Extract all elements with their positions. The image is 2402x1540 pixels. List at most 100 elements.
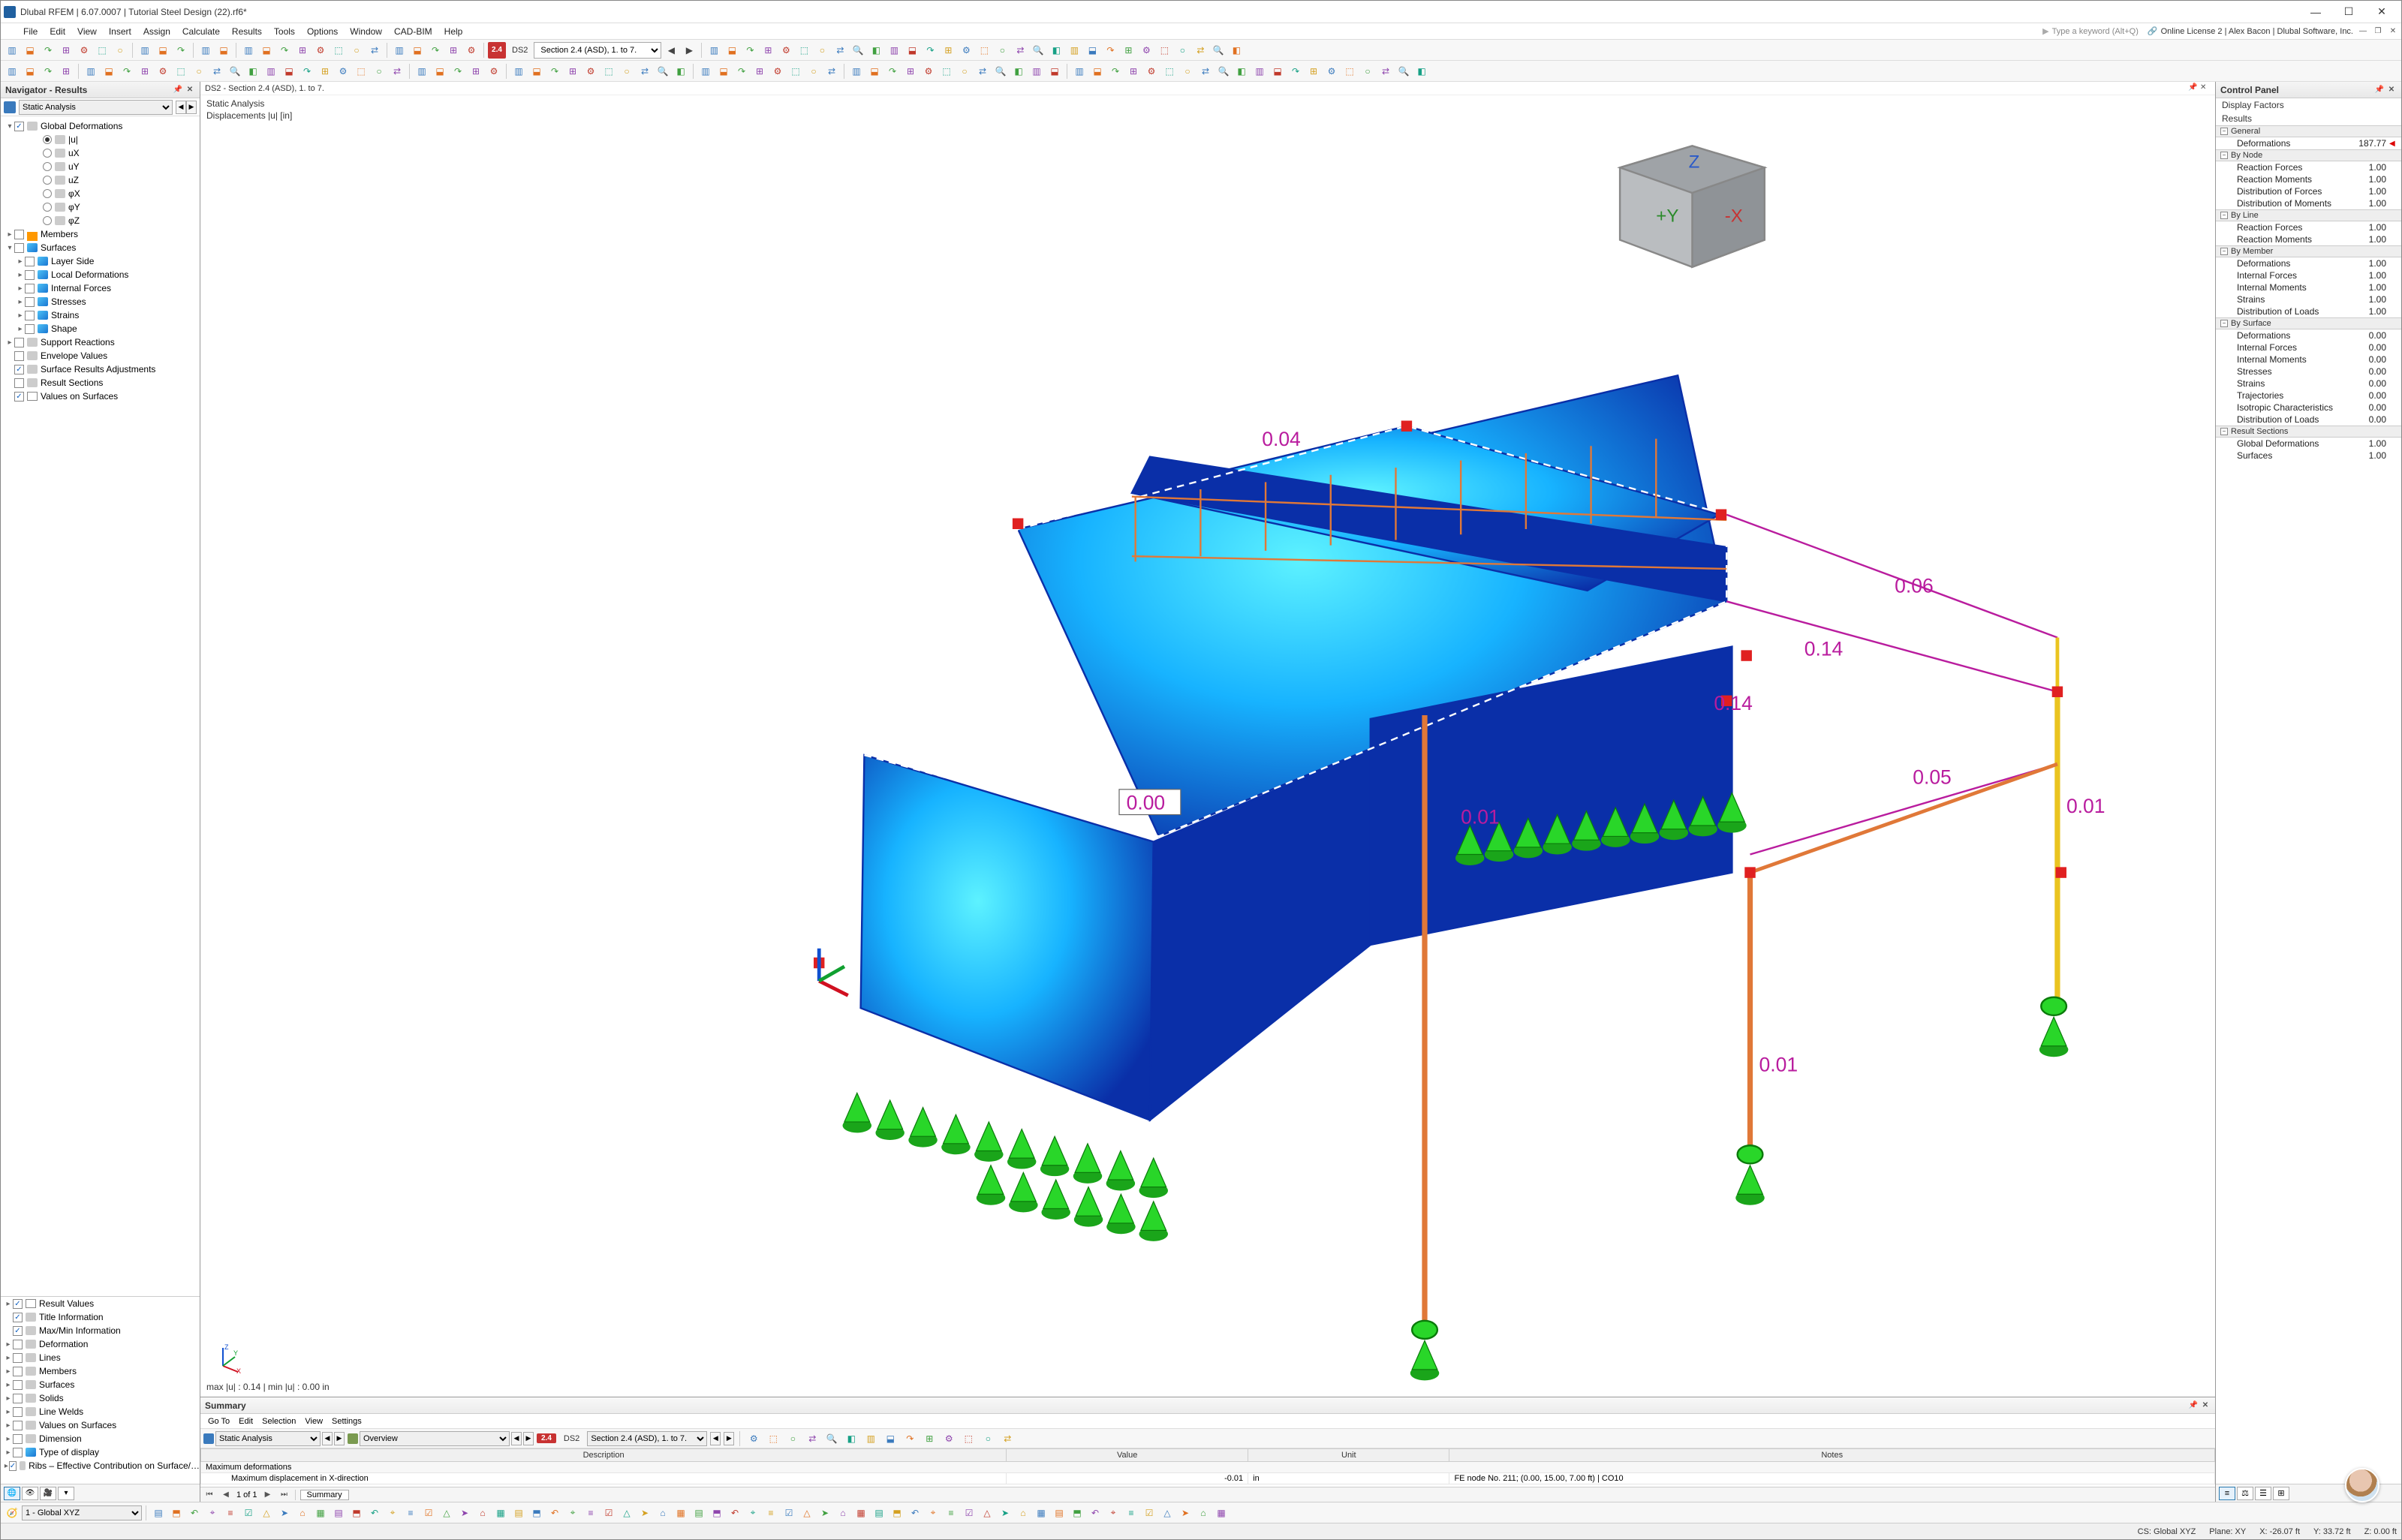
tb1f-btn-6[interactable]: ○ [814,42,830,59]
pager-next[interactable]: ▶ [262,1489,274,1501]
cp-row[interactable]: Reaction Moments1.00 [2216,233,2401,245]
mdi-restore-button[interactable]: ❐ [2373,26,2383,37]
cp-row[interactable]: Distribution of Moments1.00 [2216,197,2401,209]
tree-item-11[interactable]: ▸Local Deformations [2,268,198,281]
tb1a-btn-5[interactable]: ⬚ [94,42,110,59]
btb-btn-50[interactable]: ▤ [1051,1505,1067,1521]
tb2f-btn-8[interactable]: 🔍 [992,63,1009,80]
tree-item-14[interactable]: ▸Strains [2,308,198,322]
control-close-button[interactable]: ✕ [2386,85,2397,95]
tb2f-btn-3[interactable]: ⊞ [902,63,919,80]
tree-item-7[interactable]: φZ [2,214,198,227]
btb-btn-8[interactable]: ⌂ [294,1505,311,1521]
btb-btn-3[interactable]: ⌖ [204,1505,221,1521]
tree-item-0[interactable]: ▾Global Deformations [2,119,198,133]
sumtb-btn-1[interactable]: ⬚ [765,1430,781,1447]
cp-row[interactable]: Distribution of Loads1.00 [2216,305,2401,317]
btb-btn-30[interactable]: ▤ [691,1505,707,1521]
summary-overview-select[interactable]: Overview [360,1431,510,1446]
tree-item-5[interactable]: φX [2,187,198,200]
sumtb-btn-3[interactable]: ⇄ [804,1430,820,1447]
sumtb-btn-11[interactable]: ⬚ [960,1430,977,1447]
tb2b-btn-2[interactable]: ↷ [119,63,135,80]
tb1a-btn-0[interactable]: ▥ [4,42,20,59]
sumtb-btn-5[interactable]: ◧ [843,1430,859,1447]
btb-btn-13[interactable]: ⌖ [384,1505,401,1521]
menu-window[interactable]: Window [344,25,388,38]
ctrl-tab-1[interactable]: ≡ [2219,1487,2235,1500]
tb1f-btn-12[interactable]: ↷ [922,42,938,59]
tb2b-btn-4[interactable]: ⚙ [155,63,171,80]
cp-group-by-line[interactable]: −By Line [2216,209,2401,221]
viewport-pin-button[interactable]: 📌 [2188,83,2199,94]
btb-btn-38[interactable]: ⌂ [835,1505,851,1521]
tb1f-btn-21[interactable]: ⬓ [1084,42,1100,59]
tb2e-btn-4[interactable]: ⚙ [769,63,786,80]
summary-menu-selection[interactable]: Selection [257,1416,300,1427]
cp-row[interactable]: Isotropic Characteristics0.00 [2216,402,2401,414]
tb1f-btn-15[interactable]: ⬚ [976,42,992,59]
tb1b-btn-2[interactable]: ↷ [173,42,189,59]
navigator-pin-button[interactable]: 📌 [173,85,183,95]
tb1e-btn-2[interactable]: ↷ [427,42,444,59]
tb2b-btn-13[interactable]: ⊞ [317,63,333,80]
tb2g-btn-11[interactable]: ⬓ [1269,63,1286,80]
tb2b-btn-14[interactable]: ⚙ [335,63,351,80]
tb2c-btn-3[interactable]: ⊞ [468,63,484,80]
menu-view[interactable]: View [71,25,103,38]
tb2g-btn-2[interactable]: ↷ [1107,63,1124,80]
sumtb-btn-2[interactable]: ○ [784,1430,801,1447]
cp-row[interactable]: Distribution of Loads0.00 [2216,414,2401,426]
tb2b-btn-9[interactable]: ◧ [245,63,261,80]
tb1d-btn-6[interactable]: ○ [348,42,365,59]
menu-help[interactable]: Help [438,25,469,38]
btb-btn-15[interactable]: ☑ [420,1505,437,1521]
tb2b-btn-12[interactable]: ↷ [299,63,315,80]
btb-btn-58[interactable]: ⌂ [1195,1505,1212,1521]
tb2g-btn-0[interactable]: ▥ [1071,63,1088,80]
tb1f-btn-19[interactable]: ◧ [1048,42,1064,59]
tree-item-6[interactable]: ▸Surfaces [1,1378,200,1391]
tb1a-btn-2[interactable]: ↷ [40,42,56,59]
col-notes[interactable]: Notes [1449,1449,2215,1462]
tree-item-10[interactable]: ▸Dimension [1,1432,200,1445]
tree-item-10[interactable]: ▸Layer Side [2,254,198,268]
assistant-avatar[interactable] [2345,1468,2379,1502]
sumtb-btn-0[interactable]: ⚙ [745,1430,762,1447]
tb2b-btn-3[interactable]: ⊞ [137,63,153,80]
control-pin-button[interactable]: 📌 [2374,85,2385,95]
col-description[interactable]: Description [201,1449,1007,1462]
tb2d-btn-5[interactable]: ⬚ [600,63,617,80]
cp-group-by-member[interactable]: −By Member [2216,245,2401,257]
tb1d-btn-2[interactable]: ↷ [276,42,293,59]
ctrl-tab-4[interactable]: ⊞ [2273,1487,2289,1500]
tb1d-btn-3[interactable]: ⊞ [294,42,311,59]
tb1d-btn-5[interactable]: ⬚ [330,42,347,59]
tb2a-btn-2[interactable]: ↷ [40,63,56,80]
tb1f-btn-26[interactable]: ○ [1174,42,1190,59]
tb2c-btn-2[interactable]: ↷ [450,63,466,80]
tb1f-btn-10[interactable]: ▥ [886,42,902,59]
btb-btn-47[interactable]: ➤ [997,1505,1013,1521]
summary-section-select[interactable]: Section 2.4 (ASD), 1. to 7. [587,1431,707,1446]
cp-group-by-node[interactable]: −By Node [2216,149,2401,161]
cs-icon[interactable]: 🧭 [4,1505,20,1521]
menu-calculate[interactable]: Calculate [176,25,226,38]
navigator-close-button[interactable]: ✕ [185,85,195,95]
tb1d-btn-1[interactable]: ⬓ [258,42,275,59]
btb-btn-37[interactable]: ➤ [817,1505,833,1521]
btb-btn-51[interactable]: ⬒ [1069,1505,1085,1521]
section-prev-button[interactable]: ◀ [663,42,679,59]
tb2f-btn-5[interactable]: ⬚ [938,63,955,80]
ctrl-tab-2[interactable]: ⚖ [2237,1487,2253,1500]
tb1e-btn-0[interactable]: ▥ [391,42,408,59]
tree-item-2[interactable]: uX [2,146,198,160]
tb1a-btn-3[interactable]: ⊞ [58,42,74,59]
btb-btn-5[interactable]: ☑ [240,1505,257,1521]
btb-btn-29[interactable]: ▦ [673,1505,689,1521]
tb1b-btn-0[interactable]: ▥ [137,42,153,59]
btb-btn-54[interactable]: ≡ [1123,1505,1139,1521]
cp-row[interactable]: Deformations0.00 [2216,329,2401,341]
tb2g-btn-4[interactable]: ⚙ [1143,63,1160,80]
cp-row[interactable]: Stresses0.00 [2216,365,2401,377]
